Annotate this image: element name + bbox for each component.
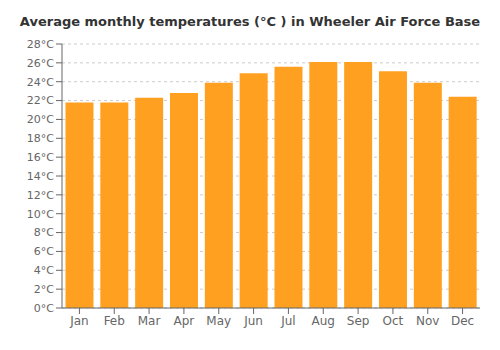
svg-text:10°C: 10°C (27, 208, 54, 221)
svg-text:6°C: 6°C (34, 245, 54, 258)
svg-text:12°C: 12°C (27, 189, 54, 202)
svg-text:20°C: 20°C (27, 113, 54, 126)
svg-text:Mar: Mar (138, 314, 161, 328)
svg-text:Feb: Feb (104, 314, 125, 328)
svg-text:4°C: 4°C (34, 264, 54, 277)
svg-text:16°C: 16°C (27, 151, 54, 164)
svg-text:26°C: 26°C (27, 57, 54, 70)
svg-text:May: May (206, 314, 231, 328)
svg-text:Nov: Nov (416, 314, 439, 328)
svg-text:2°C: 2°C (34, 283, 54, 296)
svg-text:Apr: Apr (174, 314, 195, 328)
svg-text:28°C: 28°C (27, 38, 54, 51)
svg-text:Sep: Sep (347, 314, 370, 328)
html-text:Average monthly temperatures (: Average monthly temperatures (°C ) in Wh… (19, 14, 481, 29)
svg-text:24°C: 24°C (27, 76, 54, 89)
svg-text:Jan: Jan (69, 314, 89, 328)
svg-text:14°C: 14°C (27, 170, 54, 183)
svg-text:8°C: 8°C (34, 226, 54, 239)
svg-text:0°C: 0°C (34, 302, 54, 315)
svg-text:18°C: 18°C (27, 132, 54, 145)
svg-text:Dec: Dec (451, 314, 474, 328)
svg-text:22°C: 22°C (27, 94, 54, 107)
svg-text:Aug: Aug (312, 314, 335, 328)
svg-text:Jun: Jun (243, 314, 263, 328)
svg-text:Oct: Oct (383, 314, 404, 328)
svg-text:Jul: Jul (280, 314, 295, 328)
